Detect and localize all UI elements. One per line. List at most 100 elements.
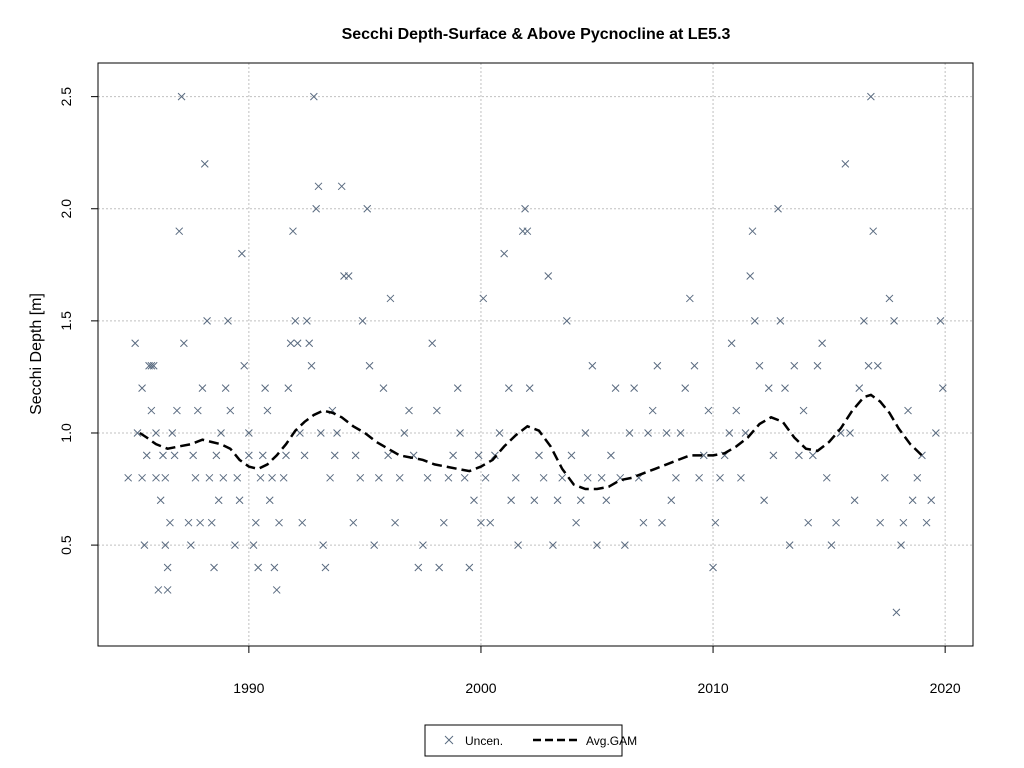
data-point — [198, 384, 207, 392]
data-point — [379, 384, 388, 392]
data-point — [286, 339, 295, 348]
data-point — [648, 406, 657, 415]
data-point — [217, 429, 225, 437]
legend-label-uncen: Uncen. — [465, 734, 503, 748]
data-point — [363, 204, 372, 213]
data-point — [235, 496, 244, 505]
uncensored-points — [124, 92, 947, 617]
data-point — [562, 317, 571, 325]
data-point — [161, 473, 170, 482]
data-point — [625, 429, 634, 437]
data-point — [500, 249, 509, 258]
legend: Uncen. Avg.GAM — [424, 724, 637, 757]
data-point — [611, 384, 620, 392]
x-axis: 1990 2000 2010 2020 — [233, 646, 961, 696]
data-point — [904, 406, 912, 415]
data-point — [214, 496, 223, 505]
legend-marker-x-icon — [444, 735, 454, 745]
data-point — [238, 249, 246, 258]
data-point — [607, 451, 615, 460]
data-point — [419, 541, 427, 549]
data-point — [168, 429, 177, 437]
data-point — [156, 496, 165, 505]
data-point — [303, 317, 311, 325]
data-point — [177, 92, 186, 101]
data-point — [699, 451, 708, 460]
data-point — [746, 272, 755, 280]
x-tick-label: 2000 — [465, 680, 496, 696]
data-point — [212, 451, 221, 460]
data-point — [224, 317, 232, 325]
data-point — [154, 586, 163, 594]
data-point — [163, 586, 172, 594]
data-point — [138, 473, 146, 482]
data-point — [131, 339, 139, 348]
data-point — [203, 317, 211, 325]
data-point — [822, 473, 831, 482]
data-point — [908, 496, 917, 505]
grid-lines — [98, 63, 973, 646]
data-point — [282, 451, 290, 460]
data-point — [809, 451, 817, 460]
data-point — [319, 541, 327, 549]
data-point — [695, 473, 703, 482]
data-point — [795, 451, 803, 460]
data-point — [316, 429, 325, 437]
legend-box — [424, 724, 623, 757]
data-point — [470, 496, 478, 505]
data-point — [300, 451, 309, 460]
data-point — [293, 339, 302, 348]
x-tick-label: 2020 — [930, 680, 961, 696]
data-point — [184, 518, 193, 527]
data-point — [913, 473, 922, 482]
data-point — [258, 451, 267, 460]
data-point — [275, 518, 283, 527]
data-point — [477, 518, 485, 527]
data-point — [690, 361, 699, 370]
data-point — [938, 384, 947, 392]
y-axis: 0.5 1.0 1.5 2.0 2.5 — [58, 87, 98, 555]
data-point — [927, 496, 936, 505]
data-point — [251, 518, 260, 527]
data-point — [231, 541, 239, 549]
data-point — [200, 160, 209, 168]
data-point — [400, 429, 409, 437]
data-point — [799, 406, 808, 415]
data-point — [481, 473, 490, 482]
y-tick-label: 1.5 — [58, 311, 74, 331]
data-point — [644, 429, 652, 437]
data-point — [760, 496, 768, 505]
data-point — [588, 361, 597, 370]
data-point — [653, 361, 662, 370]
data-point — [161, 541, 170, 549]
data-point — [504, 384, 513, 392]
data-point — [205, 473, 214, 482]
data-point — [314, 182, 323, 191]
data-point — [804, 518, 813, 527]
data-point — [254, 563, 262, 572]
data-point — [581, 429, 590, 437]
data-point — [755, 361, 764, 370]
data-point — [395, 473, 404, 482]
chart-title: Secchi Depth-Surface & Above Pycnocline … — [342, 26, 731, 43]
data-point — [256, 473, 265, 482]
data-point — [391, 518, 399, 527]
data-point — [166, 518, 174, 527]
data-point — [769, 451, 778, 460]
data-point — [681, 384, 690, 392]
data-point — [133, 429, 142, 437]
data-point — [207, 518, 216, 527]
data-point — [265, 496, 274, 505]
data-point — [444, 473, 453, 482]
data-point — [639, 518, 648, 527]
data-point — [221, 384, 230, 392]
data-point — [785, 541, 794, 549]
data-point — [630, 384, 638, 392]
data-point — [193, 406, 202, 415]
data-point — [741, 429, 750, 437]
data-point — [774, 204, 782, 213]
data-point — [196, 518, 204, 527]
data-point — [936, 317, 945, 325]
data-point — [790, 361, 799, 370]
data-point — [307, 361, 316, 370]
